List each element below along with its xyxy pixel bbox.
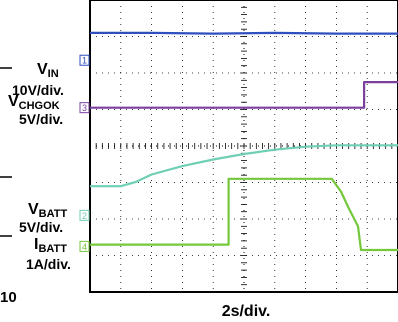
vchgok-scale: 5V/div. <box>19 111 63 127</box>
channel-marker-2: 2 <box>79 209 90 221</box>
traces <box>90 31 398 252</box>
ibatt-label: IBATT <box>34 236 67 255</box>
trace-ch2 <box>90 144 398 188</box>
vbatt-scale: 5V/div. <box>19 219 63 235</box>
channel-marker-4: 4 <box>79 240 90 252</box>
grid <box>89 0 398 293</box>
channel-marker-box <box>79 209 90 221</box>
vchgok-label: VCHGOK <box>8 93 60 112</box>
channel-marker-box <box>79 240 90 252</box>
vin-scale: 10V/div. <box>12 82 64 98</box>
channel-marker-1: 1 <box>79 54 90 66</box>
channel-marker-number: 3 <box>82 103 87 113</box>
vin-label: VIN <box>37 61 59 80</box>
trace-ch4 <box>90 177 398 252</box>
channel-marker-number: 1 <box>82 56 87 66</box>
ibatt-scale: 1A/div. <box>26 256 71 272</box>
channel-marker-number: 4 <box>82 242 87 252</box>
trace-ch3 <box>90 81 398 109</box>
trace-ch1 <box>90 31 398 35</box>
channel-marker-box <box>79 102 90 114</box>
channel-marker-box <box>79 54 90 66</box>
x-axis-label: 2s/div. <box>222 303 271 320</box>
vbatt-label: VBATT <box>28 201 67 220</box>
figure-number: 10 <box>0 289 17 306</box>
channel-markers: 1 3 2 4 <box>79 54 90 252</box>
channel-marker-number: 2 <box>82 211 87 221</box>
channel-marker-3: 3 <box>79 102 90 114</box>
